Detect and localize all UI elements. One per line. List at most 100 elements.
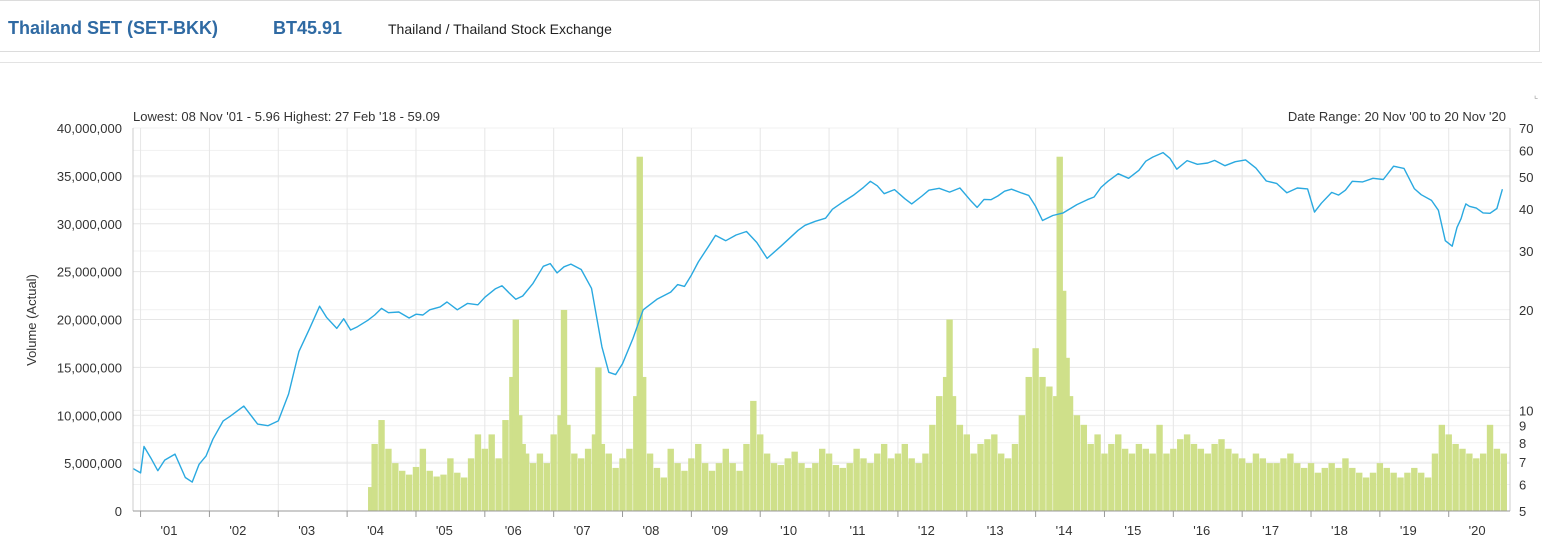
volume-bar	[1025, 376, 1032, 511]
y-left-tick-label: 25,000,000	[57, 265, 122, 280]
x-tick-label: '19	[1400, 523, 1417, 538]
x-tick-label: '15	[1124, 523, 1141, 538]
exchange-label: Thailand / Thailand Stock Exchange	[388, 21, 612, 37]
volume-bar	[984, 439, 991, 511]
volume-bar	[674, 463, 681, 511]
volume-bar	[1039, 376, 1046, 511]
volume-bar	[846, 463, 853, 511]
volume-bar	[1211, 443, 1218, 511]
volume-bar	[922, 453, 929, 511]
x-tick-label: '14	[1056, 523, 1073, 538]
resize-handle-icon[interactable]: ⌞	[1534, 90, 1539, 100]
index-title[interactable]: Thailand SET (SET-BKK)	[8, 18, 219, 38]
volume-bar	[399, 470, 406, 511]
volume-bar	[467, 458, 475, 511]
volume-bar	[757, 434, 764, 511]
y-left-tick-label: 20,000,000	[57, 313, 122, 328]
volume-bar	[522, 453, 530, 511]
x-tick-label: '16	[1193, 523, 1210, 538]
volume-bar	[1197, 448, 1205, 511]
volume-bar	[784, 458, 791, 511]
volume-bar	[633, 396, 640, 511]
volume-bar	[660, 477, 668, 511]
volume-bar	[1218, 439, 1225, 511]
volume-bar	[1142, 448, 1149, 511]
volume-bar	[550, 434, 557, 511]
volume-bar	[715, 463, 723, 511]
divider	[0, 62, 1542, 63]
x-tick-label: '12	[918, 523, 935, 538]
x-tick-label: '18	[1331, 523, 1348, 538]
volume-bar	[1390, 472, 1397, 511]
volume-bar	[1294, 463, 1301, 511]
volume-bar	[991, 434, 998, 511]
volume-bar	[1321, 467, 1328, 511]
volume-bar	[454, 472, 461, 511]
volume-bar	[1500, 453, 1507, 511]
volume-bar	[1300, 467, 1308, 511]
x-tick-label: '02	[229, 523, 246, 538]
volume-bar	[853, 448, 860, 511]
volume-bar	[791, 451, 798, 511]
volume-bar	[495, 458, 502, 511]
volume-bar	[1452, 443, 1459, 511]
volume-bar	[1411, 467, 1418, 511]
x-tick-label: '07	[574, 523, 591, 538]
volume-bar	[1466, 453, 1473, 511]
volume-bar	[371, 443, 378, 511]
volume-bar	[1342, 458, 1349, 511]
volume-bar	[1479, 453, 1487, 511]
volume-bar	[605, 453, 612, 511]
volume-bar	[619, 458, 626, 511]
volume-bar	[1287, 453, 1294, 511]
volume-bars	[368, 156, 1507, 511]
volume-bar	[1280, 458, 1287, 511]
y-right-tick-label: 70	[1519, 121, 1533, 136]
lowest-highest-label: Lowest: 08 Nov '01 - 5.96 Highest: 27 Fe…	[133, 109, 440, 124]
page-header: Thailand SET (SET-BKK) BT45.91 Thailand …	[0, 0, 1540, 52]
volume-bar	[433, 476, 440, 511]
y-right-tick-label: 8	[1519, 436, 1526, 451]
volume-bar	[412, 466, 420, 511]
volume-bar	[509, 376, 516, 511]
volume-bar	[998, 453, 1005, 511]
volume-bar	[667, 448, 674, 511]
x-tick-label: '13	[987, 523, 1004, 538]
volume-bar	[1059, 290, 1067, 511]
volume-bar	[447, 458, 454, 511]
volume-bar	[1204, 453, 1211, 511]
volume-bar	[1087, 443, 1094, 511]
x-tick-label: '20	[1469, 523, 1486, 538]
volume-bar	[1473, 458, 1480, 511]
y-left-tick-label: 15,000,000	[57, 360, 122, 375]
y-right-tick-label: 40	[1519, 202, 1533, 217]
volume-bar	[1424, 477, 1432, 511]
volume-bar	[502, 420, 509, 511]
volume-bar	[867, 463, 874, 511]
volume-bar	[1080, 424, 1088, 511]
volume-bar	[1121, 448, 1129, 511]
volume-bar	[419, 448, 427, 511]
volume-bar	[460, 477, 468, 511]
volume-bar	[1149, 453, 1156, 511]
x-tick-label: '10	[780, 523, 797, 538]
volume-bar	[385, 448, 392, 511]
volume-bar	[1486, 424, 1494, 511]
volume-bar	[1238, 458, 1246, 511]
y-axis-label: Volume (Actual)	[24, 274, 39, 366]
volume-bar	[832, 465, 840, 511]
volume-bar	[392, 463, 399, 511]
volume-bar	[750, 400, 757, 511]
y-right-tick-label: 9	[1519, 419, 1526, 434]
chart-axes: 0 5,000,000 10,000,000 15,000,000 20,000,000…	[57, 121, 1534, 538]
volume-bar	[512, 319, 519, 511]
y-right-tick-label: 5	[1519, 504, 1526, 519]
volume-bar	[1397, 477, 1404, 511]
volume-bar	[1356, 472, 1363, 511]
volume-bar	[481, 448, 489, 511]
volume-bar	[1094, 434, 1101, 511]
volume-bar	[440, 474, 447, 511]
volume-bar	[770, 463, 778, 511]
volume-bar	[1156, 424, 1163, 511]
volume-bar	[1328, 463, 1335, 511]
